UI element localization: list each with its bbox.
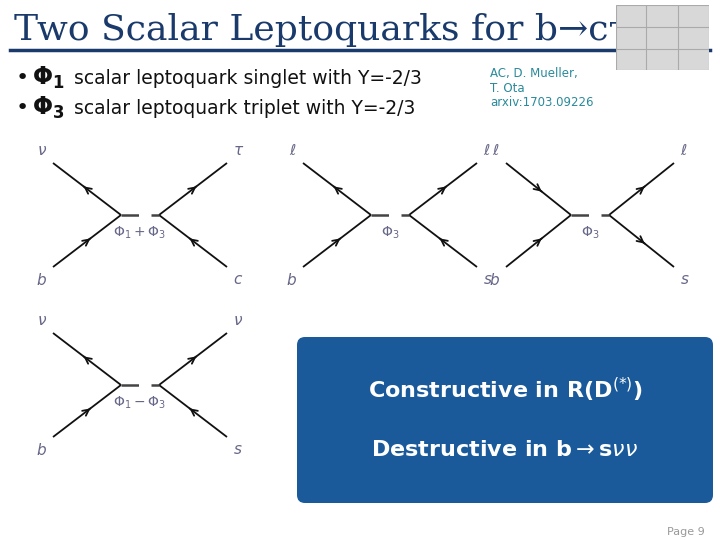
Text: $\mathbf{\Phi_3}$: $\mathbf{\Phi_3}$	[32, 95, 65, 121]
Text: $\Phi_3$: $\Phi_3$	[581, 225, 599, 241]
Text: AC, D. Mueller,: AC, D. Mueller,	[490, 68, 577, 80]
Text: scalar leptoquark singlet with Y=-2/3: scalar leptoquark singlet with Y=-2/3	[68, 69, 422, 87]
Text: Constructive in R(D$^{(*)}$): Constructive in R(D$^{(*)}$)	[367, 376, 642, 404]
Text: $\Phi_3$: $\Phi_3$	[381, 225, 399, 241]
Text: scalar leptoquark triplet with Y=-2/3: scalar leptoquark triplet with Y=-2/3	[68, 98, 415, 118]
Text: Destructive in b$\rightarrow$s$\nu\nu$: Destructive in b$\rightarrow$s$\nu\nu$	[372, 440, 639, 460]
Text: $\Phi_1-\Phi_3$: $\Phi_1-\Phi_3$	[114, 395, 166, 411]
Text: •: •	[16, 98, 30, 118]
Text: $\mathbf{\Phi_1}$: $\mathbf{\Phi_1}$	[32, 65, 65, 91]
Text: $b$: $b$	[489, 272, 500, 288]
Text: $s$: $s$	[233, 442, 243, 457]
Text: $s$: $s$	[483, 272, 492, 287]
FancyBboxPatch shape	[297, 337, 713, 503]
Text: $\ell$: $\ell$	[680, 143, 688, 158]
Text: $\tau$: $\tau$	[233, 143, 244, 158]
Text: $\Phi_1+\Phi_3$: $\Phi_1+\Phi_3$	[114, 225, 166, 241]
Text: $\ell$: $\ell$	[289, 143, 297, 158]
Text: $\ell$: $\ell$	[492, 143, 500, 158]
Text: $\nu$: $\nu$	[37, 143, 47, 158]
Text: $\nu$: $\nu$	[233, 313, 243, 328]
Text: $s$: $s$	[680, 272, 690, 287]
Text: T. Ota: T. Ota	[490, 82, 525, 94]
Text: $\ell$: $\ell$	[483, 143, 490, 158]
Text: arxiv:1703.09226: arxiv:1703.09226	[490, 96, 593, 109]
Text: $b$: $b$	[286, 272, 297, 288]
Text: $c$: $c$	[233, 272, 243, 287]
Text: Page 9: Page 9	[667, 527, 705, 537]
Text: Two Scalar Leptoquarks for b→cτν: Two Scalar Leptoquarks for b→cτν	[14, 13, 650, 47]
Text: $\nu$: $\nu$	[37, 313, 47, 328]
Text: •: •	[16, 68, 30, 88]
Text: $b$: $b$	[36, 272, 47, 288]
Text: $b$: $b$	[36, 442, 47, 458]
